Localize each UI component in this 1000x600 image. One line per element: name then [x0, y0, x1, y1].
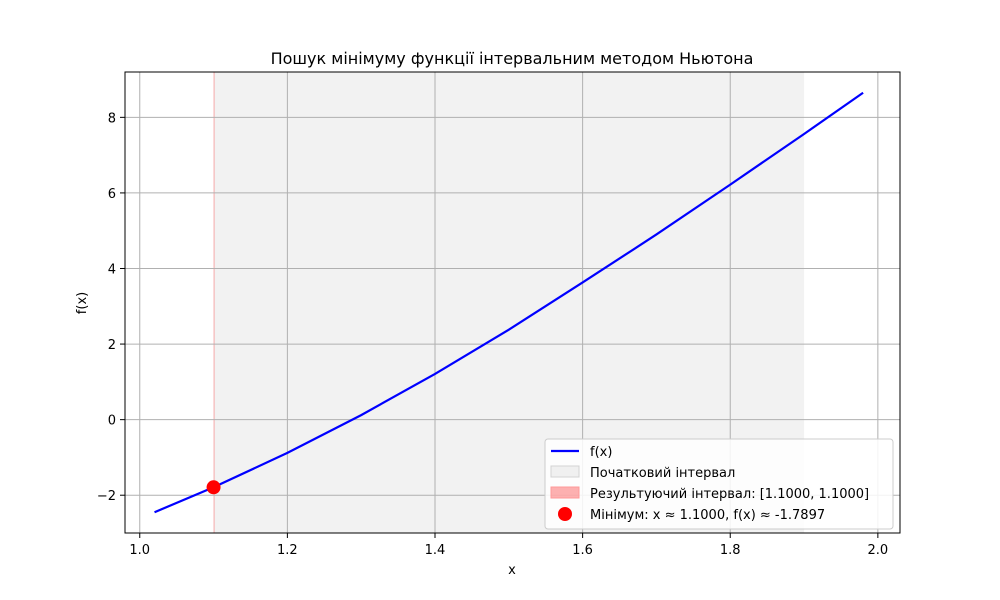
- x-tick-label-4: 1.8: [720, 543, 741, 558]
- x-tick-label-1: 1.2: [277, 543, 298, 558]
- y-tick-label-5: 8: [108, 111, 116, 126]
- legend-label-2: Результуючий інтервал: [1.1000, 1.1000]: [590, 487, 869, 502]
- y-tick-label-3: 4: [108, 262, 116, 277]
- legend-label-0: f(x): [590, 445, 612, 460]
- legend-label-1: Початковий інтервал: [590, 466, 735, 481]
- x-tick-label-0: 1.0: [129, 543, 150, 558]
- shaded-region-1: [213, 72, 215, 533]
- legend-label-3: Мінімум: x ≈ 1.1000, f(x) ≈ -1.7897: [590, 508, 825, 523]
- axes-frame: [124, 71, 901, 534]
- legend-box: [544, 438, 894, 530]
- legend-marker-1: [550, 465, 580, 478]
- plot-area: 1.0 1.2 1.4 1.6 1.8 2.0 −2 0 2 4 6 8 f(x) Початковий …: [97, 71, 901, 558]
- x-tick-label-2: 1.4: [425, 543, 446, 558]
- x-tick-label-5: 2.0: [868, 543, 889, 558]
- series-line-0: [154, 91, 864, 514]
- x-axis-label: x: [508, 563, 516, 578]
- chart-title: Пошук мінімуму функції інтервальним мето…: [271, 49, 754, 68]
- legend-marker-2: [550, 486, 580, 499]
- y-tick-label-0: −2: [97, 489, 116, 504]
- y-tick-label-4: 6: [108, 187, 116, 202]
- y-axis-label: f(x): [75, 292, 90, 314]
- y-tick-label-2: 2: [108, 338, 116, 353]
- x-tick-label-3: 1.6: [572, 543, 593, 558]
- legend-marker-3: [558, 507, 572, 521]
- y-tick-label-1: 0: [108, 414, 116, 429]
- minimum-point-0: [206, 480, 221, 495]
